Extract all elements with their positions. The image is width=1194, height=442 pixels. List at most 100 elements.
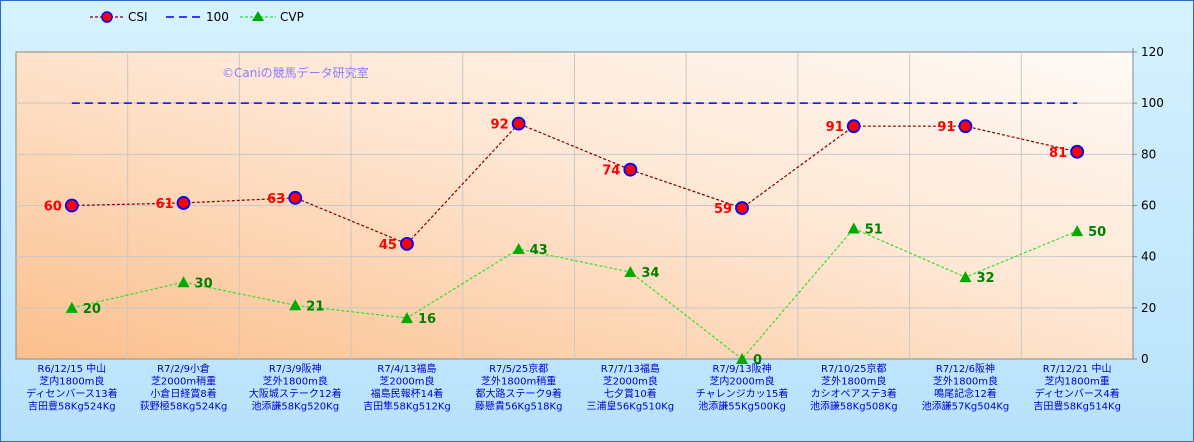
y-tick-label: 40 xyxy=(1141,250,1156,264)
csi-data-label: 61 xyxy=(155,197,173,212)
cvp-point xyxy=(177,276,190,288)
csi-line xyxy=(71,122,1078,245)
legend-label-100: 100 xyxy=(206,10,229,24)
y-tick-label: 60 xyxy=(1141,199,1156,213)
x-category-line: 鳴尾記念12着 xyxy=(934,387,997,400)
x-category-line: 芝外1800m良 xyxy=(821,375,886,388)
cvp-data-label: 34 xyxy=(641,266,659,281)
csi-point xyxy=(1070,144,1085,159)
cvp-data-label: 20 xyxy=(83,302,101,317)
x-category-line: 池添謙58Kg520Kg xyxy=(251,400,339,413)
x-category-line: 池添謙55Kg500Kg xyxy=(698,400,786,413)
csi-point xyxy=(176,196,191,210)
x-category-line: 芝内1800m良 xyxy=(39,375,104,388)
csi-point xyxy=(735,201,749,215)
x-category-line: 吉田豊58Kg514Kg xyxy=(1033,400,1121,413)
x-category-line: R7/2/9小倉 xyxy=(157,362,210,375)
x-category-line: チャレンジカッ15着 xyxy=(696,387,789,400)
x-category-line: 藤懸貴56Kg518Kg xyxy=(475,400,563,413)
csi-data-label: 91 xyxy=(937,120,955,135)
y-axis: 0 20 40 60 80 100 120 xyxy=(1132,45,1164,366)
x-category-line: カシオペアステ3着 xyxy=(811,387,897,400)
x-category-line: 芝内1800m重 xyxy=(1045,375,1110,388)
x-category-line: 池添謙57Kg504Kg xyxy=(922,400,1010,413)
x-category-line: 大阪城ステーク12着 xyxy=(249,387,342,400)
x-category-label: R6/12/15 中山芝内1800m良ディセンバース13着吉田豊58Kg524K… xyxy=(26,362,118,413)
cvp-point xyxy=(959,271,972,283)
csi-data-label: 91 xyxy=(826,120,844,135)
x-category-line: R7/5/25京都 xyxy=(489,362,548,375)
cvp-line xyxy=(71,227,1078,360)
x-category-line: 芝外1800m良 xyxy=(933,375,998,388)
y-tick-label: 100 xyxy=(1141,96,1164,110)
x-category-line: 吉田豊58Kg524Kg xyxy=(28,400,116,413)
x-category-line: R7/4/13福島 xyxy=(377,362,436,375)
x-category-line: 吉田隼58Kg512Kg xyxy=(363,400,451,413)
x-category-line: R7/9/13阪神 xyxy=(712,362,771,375)
x-category-line: 芝2000m良 xyxy=(603,375,658,388)
cvp-point xyxy=(847,222,860,234)
y-tick-label: 20 xyxy=(1141,301,1156,315)
csi-point xyxy=(623,162,638,177)
x-category-line: ディセンバース4着 xyxy=(1035,387,1120,400)
x-category-line: 都大路ステーク9着 xyxy=(475,387,561,400)
cvp-point xyxy=(736,353,749,364)
x-category-line: 芝2000m良 xyxy=(379,375,434,388)
legend-item-cvp: CVP xyxy=(240,10,304,24)
legend-label-csi: CSI xyxy=(128,10,148,24)
x-category-line: 芝2000m稍重 xyxy=(151,375,216,388)
x-category-line: 七夕賞10着 xyxy=(604,387,657,400)
cvp-point xyxy=(624,266,637,278)
x-category-line: R7/7/13福島 xyxy=(601,362,660,375)
x-category-line: 福島民報杯14着 xyxy=(371,387,444,400)
cvp-point xyxy=(65,301,78,313)
csi-data-label: 60 xyxy=(44,200,62,215)
x-category-line: R7/12/21 中山 xyxy=(1043,362,1112,375)
csi-data-label: 45 xyxy=(379,238,397,253)
x-category-line: R6/12/15 中山 xyxy=(38,362,107,375)
csi-data-label: 81 xyxy=(1049,146,1067,161)
csi-point xyxy=(288,190,303,205)
y-tick-label: 80 xyxy=(1141,147,1156,161)
watermark: ©Caniの競馬データ研究室 xyxy=(222,65,369,80)
csi-point xyxy=(400,236,414,251)
legend-item-csi: CSI xyxy=(90,10,148,24)
x-category-line: 小倉日経賞8着 xyxy=(150,387,216,400)
legend-label-cvp: CVP xyxy=(280,10,304,24)
csi-point xyxy=(511,116,526,131)
cvp-point xyxy=(400,312,413,324)
cvp-data-label: 0 xyxy=(753,353,762,368)
x-category-line: R7/3/9阪神 xyxy=(269,362,322,375)
cvp-data-label: 21 xyxy=(306,299,324,314)
y-tick-label: 0 xyxy=(1141,352,1149,366)
x-axis: R6/12/15 中山芝内1800m良ディセンバース13着吉田豊58Kg524K… xyxy=(26,362,1121,413)
cvp-data-label: 30 xyxy=(195,276,213,291)
x-category-line: 三浦皇56Kg510Kg xyxy=(587,400,675,413)
x-category-line: 芝内2000m良 xyxy=(709,375,774,388)
legend-item-100: 100 xyxy=(166,10,229,24)
cvp-data-label: 32 xyxy=(976,271,994,286)
x-category-line: 芝外1800m良 xyxy=(263,375,328,388)
cvp-data-label: 50 xyxy=(1088,225,1106,240)
csi-data-label: 63 xyxy=(267,192,285,207)
cvp-point xyxy=(512,242,525,254)
csi-data-label: 74 xyxy=(602,164,620,179)
x-category-line: 池添謙58Kg508Kg xyxy=(810,400,898,413)
csi-point xyxy=(64,198,79,213)
cvp-data-label: 16 xyxy=(418,312,436,327)
x-category-line: ディセンバース13着 xyxy=(26,387,118,400)
csi-point xyxy=(958,119,973,134)
x-category-line: 芝外1800m稍重 xyxy=(481,375,556,388)
legend: CSI 100 CVP xyxy=(90,10,304,24)
cvp-data-label: 51 xyxy=(865,223,883,238)
x-category-line: 荻野極58Kg524Kg xyxy=(140,400,228,413)
csi-point xyxy=(846,119,861,134)
